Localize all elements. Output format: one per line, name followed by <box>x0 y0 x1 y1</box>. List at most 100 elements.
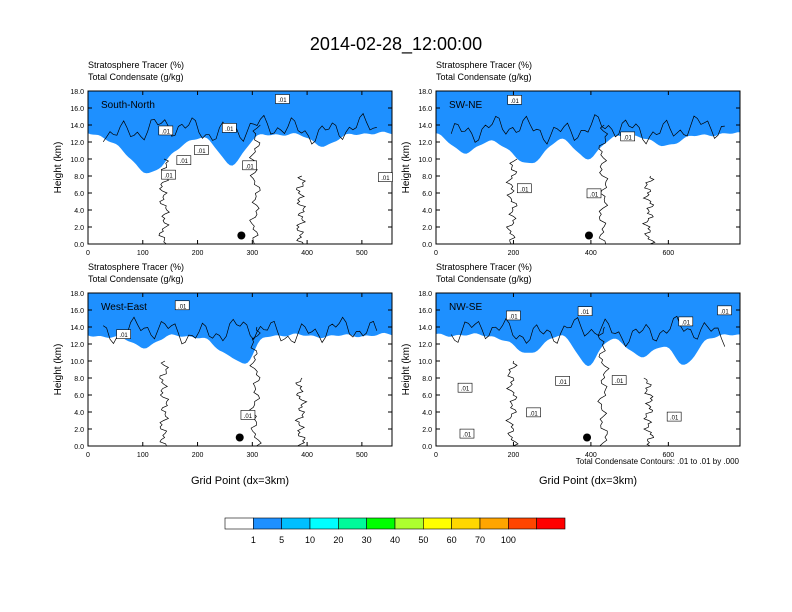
panel-label: SW-NE <box>449 100 482 111</box>
colorbar-label: 30 <box>362 535 372 545</box>
colorbar-label: 10 <box>305 535 315 545</box>
y-tick-label: 12.0 <box>418 342 432 349</box>
y-tick-label: 10.0 <box>418 359 432 366</box>
x-tick-label: 100 <box>137 452 149 459</box>
y-tick-label: 16.0 <box>418 106 432 113</box>
contour-label: .01 <box>682 320 691 326</box>
y-tick-label: 18.0 <box>70 291 84 298</box>
colorbar-label: 5 <box>279 535 284 545</box>
contour-label: .01 <box>278 98 287 104</box>
y-tick-label: 8.0 <box>74 174 84 181</box>
contour-label-box <box>666 411 682 422</box>
y-tick-label: 2.0 <box>422 225 432 232</box>
location-marker <box>583 433 592 442</box>
tracer-band <box>436 91 740 164</box>
panel-south-north: Stratosphere Tracer (%) Total Condensate … <box>53 60 393 257</box>
contour-label: .01 <box>510 99 519 105</box>
colorbar-swatch <box>281 517 311 530</box>
contour-label-box <box>161 169 176 180</box>
x-tick-label: 0 <box>434 452 438 459</box>
plot-frame <box>87 292 393 447</box>
y-tick-label: 12.0 <box>70 140 84 147</box>
colorbar-label: 40 <box>390 535 400 545</box>
panel-label: South-North <box>101 100 155 111</box>
tracer-field <box>88 293 392 446</box>
y-tick-label: 0.0 <box>74 242 84 249</box>
panel-header-tracer: Stratosphere Tracer (%) <box>88 60 184 70</box>
contour-label: .01 <box>581 310 590 316</box>
contour-label-box <box>242 160 257 171</box>
contour-label-box <box>116 329 131 339</box>
y-tick-label: 6.0 <box>74 191 84 198</box>
x-tick-label: 100 <box>137 250 149 257</box>
x-tick-label: 200 <box>508 250 520 257</box>
contour-line <box>248 326 262 446</box>
contour-label-box <box>717 305 732 316</box>
contour-label-box <box>611 375 627 385</box>
y-tick-label: 6.0 <box>422 191 432 198</box>
y-tick-label: 8.0 <box>422 376 432 383</box>
contour-label: .01 <box>624 135 633 141</box>
y-tick-label: 0.0 <box>422 444 432 451</box>
contour-label: .01 <box>509 314 518 320</box>
x-tick-label: 300 <box>246 250 258 257</box>
contour-label-box <box>240 410 256 420</box>
y-tick-label: 0.0 <box>422 242 432 249</box>
contour-line <box>450 114 725 145</box>
contour-label: .01 <box>520 187 529 193</box>
contour-label-box <box>506 310 521 321</box>
tracer-band <box>88 293 392 364</box>
contour-line <box>505 360 519 446</box>
contour-label-box <box>174 300 190 311</box>
panel-label: West-East <box>101 302 147 313</box>
condensate-contours <box>450 114 725 244</box>
contour-label: .01 <box>245 164 254 170</box>
contour-line <box>103 316 378 345</box>
y-tick-label: 4.0 <box>74 410 84 417</box>
panel-header-tracer: Stratosphere Tracer (%) <box>436 262 532 272</box>
contour-label: .01 <box>590 192 599 198</box>
colorbar-swatch <box>253 517 282 530</box>
contour-label: .01 <box>463 433 472 439</box>
contour-line <box>248 124 261 244</box>
contour-label: .01 <box>162 129 171 135</box>
y-tick-label: 18.0 <box>418 89 432 96</box>
y-axis-label: Height (km) <box>53 344 64 396</box>
contour-label-box <box>222 123 237 133</box>
colorbar-label: 60 <box>447 535 457 545</box>
contour-line <box>296 175 307 244</box>
contour-label: .01 <box>197 149 206 155</box>
contour-label-box <box>620 131 635 142</box>
contour-label: .01 <box>119 333 128 339</box>
colorbar-swatch <box>338 517 367 530</box>
x-tick-label: 600 <box>663 250 675 257</box>
panel-nw-se: Stratosphere Tracer (%) Total Condensate … <box>401 262 741 487</box>
y-tick-label: 8.0 <box>74 376 84 383</box>
contour-label: .01 <box>180 159 189 165</box>
y-tick-label: 14.0 <box>418 123 432 130</box>
x-tick-label: 200 <box>192 452 204 459</box>
panel-west-east: Stratosphere Tracer (%) Total Condensate … <box>53 262 393 487</box>
colorbar-swatch <box>366 517 396 530</box>
x-tick-label: 0 <box>86 250 90 257</box>
y-tick-label: 0.0 <box>74 444 84 451</box>
contour-line <box>597 326 610 446</box>
x-tick-label: 400 <box>301 250 313 257</box>
colorbar-swatch <box>508 517 537 530</box>
y-tick-label: 10.0 <box>70 359 84 366</box>
contour-label: .01 <box>164 174 173 180</box>
location-marker <box>584 231 593 240</box>
contour-label-box <box>507 95 522 105</box>
contour-line <box>102 112 377 145</box>
contour-label: .01 <box>225 127 234 133</box>
tracer-field <box>436 91 740 244</box>
tracer-band <box>88 91 392 174</box>
y-tick-label: 14.0 <box>70 123 84 130</box>
plot-frame <box>435 292 741 447</box>
y-tick-label: 10.0 <box>70 157 84 164</box>
location-marker <box>237 231 246 240</box>
contour-label-box <box>194 145 209 155</box>
colorbar-label: 20 <box>333 535 343 545</box>
contour-label-box <box>516 183 532 194</box>
contour-label: .01 <box>615 379 624 385</box>
